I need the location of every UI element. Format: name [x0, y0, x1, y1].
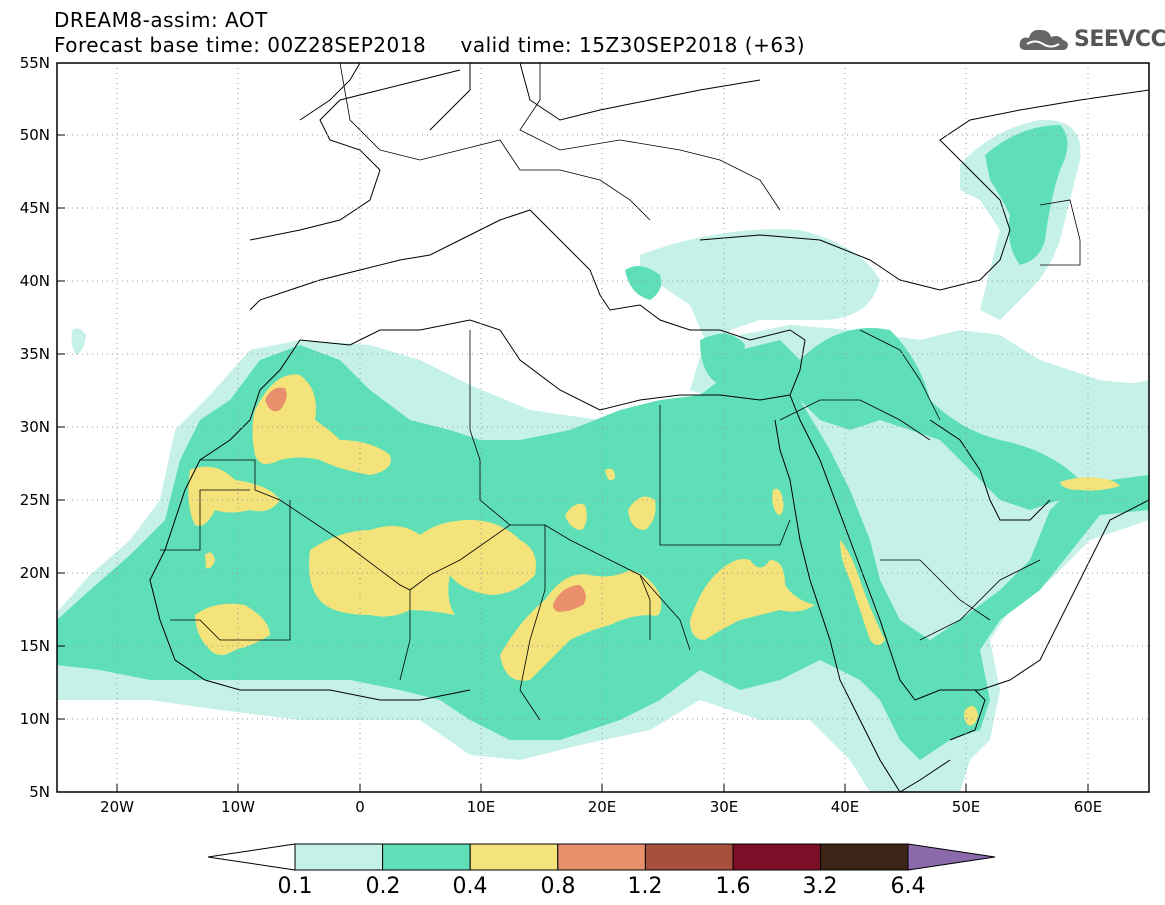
forecast-time-line: Forecast base time: 00Z28SEP2018 valid t… [54, 33, 806, 57]
lon-label: 20W [100, 798, 134, 816]
aot-field-0.4 [188, 374, 1120, 726]
colorbar-label: 0.2 [366, 874, 401, 899]
coastlines [149, 63, 1149, 792]
colorbar-boxes [294, 843, 909, 871]
lon-label: 0 [355, 798, 365, 816]
colorbar-label: 1.2 [628, 874, 663, 899]
lon-label: 60E [1074, 798, 1103, 816]
lat-label: 50N [20, 126, 50, 144]
lat-label: 5N [29, 783, 50, 801]
seevccc-logo: SEEVCCC [1018, 26, 1165, 52]
lon-label: 10W [221, 798, 255, 816]
colorbar-label: 3.2 [803, 874, 838, 899]
colorbar-label: 0.4 [453, 874, 488, 899]
logo-text: SEEVCCC [1074, 26, 1165, 52]
colorbar-box [644, 843, 734, 871]
colorbar-label: 6.4 [891, 874, 926, 899]
colorbar-box [732, 843, 822, 871]
lat-label: 45N [20, 199, 50, 217]
colorbar-over-triangle [907, 843, 996, 871]
colorbar: 0.1 0.2 0.4 0.8 1.2 1.6 3.2 6.4 [207, 843, 996, 899]
colorbar-box [294, 843, 384, 871]
aot-field-0.8 [265, 387, 586, 612]
lon-label: 30E [710, 798, 739, 816]
country-borders [160, 63, 1081, 721]
lat-label: 35N [20, 345, 50, 363]
lat-label: 10N [20, 710, 50, 728]
colorbar-box [557, 843, 646, 871]
lon-label: 40E [831, 798, 860, 816]
lat-label: 25N [20, 491, 50, 509]
lat-label: 20N [20, 564, 50, 582]
colorbar-box [469, 843, 559, 871]
colorbar-label: 0.1 [278, 874, 313, 899]
cloud-icon [1019, 29, 1068, 50]
colorbar-label: 0.8 [541, 874, 576, 899]
colorbar-box [820, 843, 909, 871]
colorbar-label: 1.6 [716, 874, 751, 899]
lon-label: 20E [588, 798, 617, 816]
colorbar-under-triangle [207, 843, 296, 871]
map-title: DREAM8-assim: AOT [54, 8, 268, 32]
graticule [57, 63, 1149, 792]
axis-ticks [57, 62, 1089, 793]
lat-label: 30N [20, 418, 50, 436]
lon-label: 10E [467, 798, 496, 816]
lat-label: 15N [20, 637, 50, 655]
colorbar-box [382, 843, 471, 871]
aot-fields [57, 119, 1149, 792]
lon-label: 50E [952, 798, 981, 816]
lat-label: 55N [20, 54, 50, 72]
lat-label: 40N [20, 272, 50, 290]
